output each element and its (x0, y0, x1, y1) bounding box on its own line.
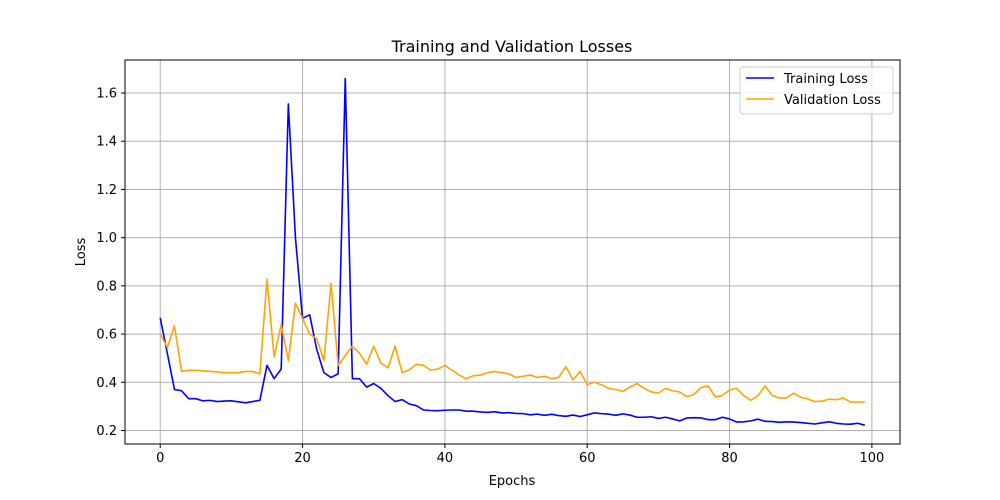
chart-title: Training and Validation Losses (391, 37, 633, 56)
legend-label-validation: Validation Loss (784, 93, 881, 108)
y-axis-ticks: 0.2 0.4 0.6 0.8 1.0 1.2 1.4 1.6 (96, 87, 125, 439)
y-tick-label: 0.8 (96, 279, 117, 294)
validation-loss-line (159, 278, 865, 403)
y-tick-label: 0.2 (96, 424, 117, 439)
x-axis-ticks: 0 20 40 60 80 100 (156, 444, 884, 466)
legend-label-training: Training Loss (783, 72, 868, 87)
y-tick-label: 0.6 (96, 328, 117, 343)
y-tick-label: 1.0 (96, 231, 117, 246)
y-tick-label: 1.2 (96, 183, 117, 198)
y-tick-label: 0.4 (96, 376, 117, 391)
x-tick-label: 20 (294, 451, 311, 466)
y-axis-label: Loss (74, 238, 89, 267)
x-axis-label: Epochs (489, 474, 536, 489)
grid-lines (125, 60, 900, 444)
training-loss-line (159, 77, 865, 426)
x-tick-label: 60 (579, 451, 596, 466)
x-tick-label: 40 (437, 451, 454, 466)
x-tick-label: 100 (859, 451, 884, 466)
plot-frame (124, 59, 901, 445)
y-tick-label: 1.6 (96, 87, 117, 102)
legend: Training Loss Validation Loss (739, 66, 894, 115)
series-lines (159, 77, 865, 426)
y-tick-label: 1.4 (96, 135, 117, 150)
x-tick-label: 0 (156, 451, 164, 466)
legend-box (739, 66, 894, 115)
x-tick-label: 80 (721, 451, 738, 466)
